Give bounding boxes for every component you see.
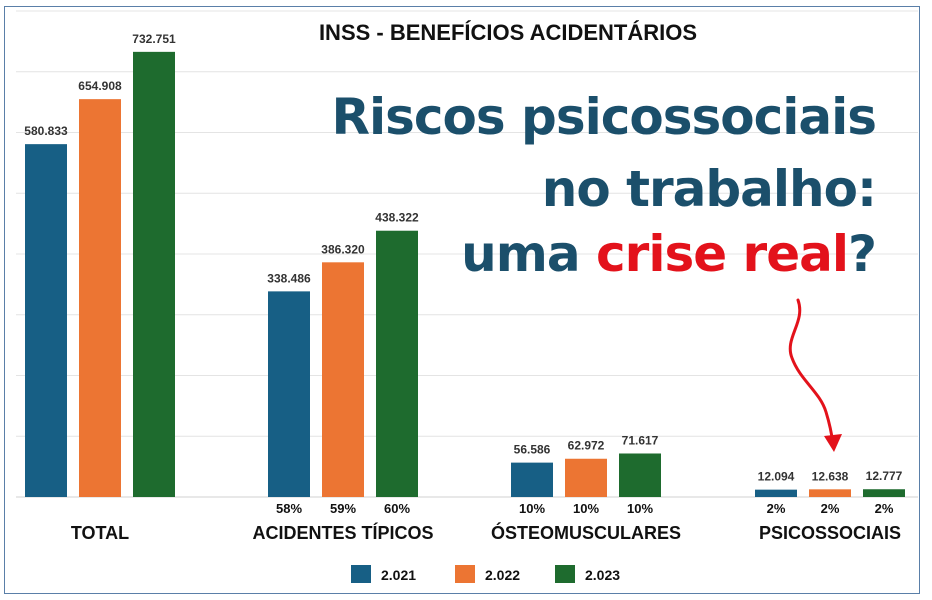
- legend-label: 2.023: [585, 567, 620, 583]
- bar: [376, 230, 418, 497]
- bar: [809, 489, 851, 497]
- legend-swatch: [351, 565, 371, 583]
- data-label: 338.486: [267, 271, 311, 285]
- bar: [25, 144, 67, 497]
- legend-label: 2.021: [381, 567, 416, 583]
- category-label: PSICOSSOCIAIS: [759, 523, 901, 543]
- headline-line-1: Riscos psicossociais: [331, 88, 877, 146]
- bar: [863, 489, 905, 497]
- chart-title: INSS - BENEFÍCIOS ACIDENTÁRIOS: [319, 20, 697, 45]
- share-label: 58%: [276, 501, 302, 516]
- share-label: 10%: [519, 501, 545, 516]
- bar: [133, 51, 175, 498]
- headline-prefix: uma: [461, 225, 597, 283]
- bar: [268, 291, 310, 497]
- data-label: 12.777: [866, 469, 903, 483]
- share-label: 2%: [875, 501, 894, 516]
- share-label: 2%: [767, 501, 786, 516]
- data-label: 580.833: [24, 124, 68, 138]
- share-label: 10%: [627, 501, 653, 516]
- legend-swatch: [455, 565, 475, 583]
- data-label: 71.617: [622, 433, 659, 447]
- data-label: 56.586: [514, 443, 551, 457]
- data-label: 12.638: [812, 469, 849, 483]
- bar: [619, 453, 661, 497]
- headline-highlight: crise real: [596, 225, 849, 283]
- data-label: 12.094: [758, 470, 795, 484]
- data-label: 386.320: [321, 242, 365, 256]
- legend-label: 2.022: [485, 567, 520, 583]
- share-label: 2%: [821, 501, 840, 516]
- share-label: 59%: [330, 501, 356, 516]
- category-label: TOTAL: [71, 523, 129, 543]
- bar: [511, 462, 553, 497]
- bar: [565, 458, 607, 497]
- annotation-arrow: [788, 298, 835, 446]
- share-label: 60%: [384, 501, 410, 516]
- bar: [79, 99, 121, 498]
- bar: [322, 262, 364, 497]
- data-label: 438.322: [375, 211, 419, 225]
- share-label: 10%: [573, 501, 599, 516]
- category-label: ÓSTEOMUSCULARES: [491, 522, 681, 543]
- data-label: 654.908: [78, 79, 122, 93]
- arrow-head: [824, 434, 842, 452]
- bar: [755, 489, 797, 497]
- headline-suffix: ?: [847, 225, 877, 283]
- data-label: 732.751: [132, 32, 176, 46]
- category-label: ACIDENTES TÍPICOS: [252, 522, 433, 543]
- headline-line-2: no trabalho:: [541, 160, 877, 218]
- data-label: 62.972: [568, 439, 605, 453]
- legend-swatch: [555, 565, 575, 583]
- headline-line-3: uma crise real?: [461, 225, 877, 283]
